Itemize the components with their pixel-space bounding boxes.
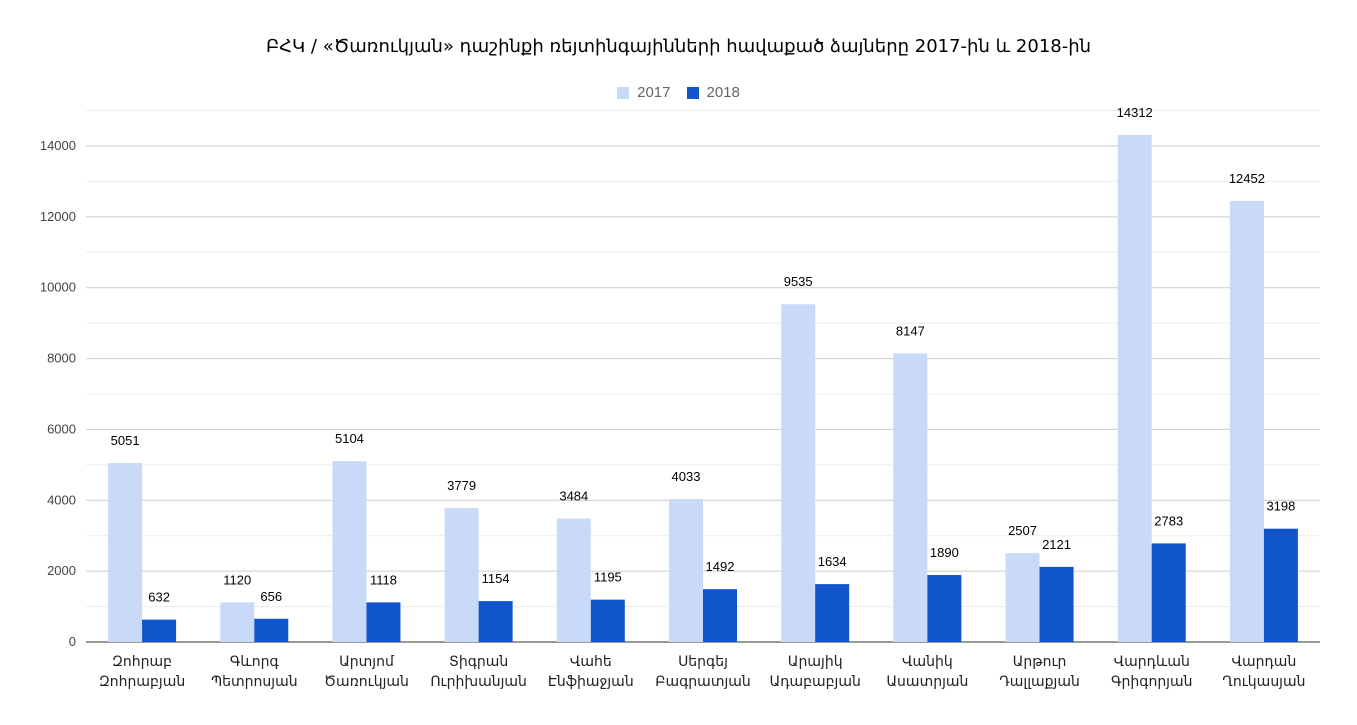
data-label-2018: 632 <box>148 590 170 605</box>
bar-2018 <box>1039 566 1074 642</box>
legend-swatch-2018 <box>686 86 699 99</box>
x-category-label: Վարդան <box>1231 654 1296 670</box>
bar-2018 <box>1151 543 1186 642</box>
data-label-2017: 5104 <box>335 431 364 446</box>
legend-item-2018: 2018 <box>686 84 740 101</box>
bar-2017 <box>1117 134 1152 642</box>
x-category-label: Զոհրաբ <box>112 654 172 670</box>
x-category-label: Տիգրան <box>449 654 508 670</box>
y-tick-label: 12000 <box>40 209 76 224</box>
data-label-2017: 9535 <box>784 274 813 289</box>
x-category-label: Վարդևան <box>1114 654 1190 670</box>
bar-2017 <box>444 508 479 642</box>
y-tick-label: 10000 <box>40 280 76 295</box>
bar-2017 <box>556 518 591 642</box>
bar-2018 <box>366 602 401 642</box>
bar-2017 <box>781 304 816 642</box>
bar-2018 <box>254 618 289 642</box>
legend-item-2017: 2017 <box>617 84 671 101</box>
bar-2018 <box>815 584 850 642</box>
y-tick-label: 0 <box>69 634 76 649</box>
data-label-2017: 8147 <box>896 323 925 338</box>
data-label-2017: 1120 <box>223 572 251 587</box>
legend-label-2018: 2018 <box>706 84 740 101</box>
legend-swatch-2017 <box>617 86 630 99</box>
data-label-2018: 1118 <box>370 572 397 587</box>
data-label-2018: 2121 <box>1042 537 1071 552</box>
y-tick-label: 8000 <box>47 351 76 366</box>
bar-2017 <box>332 461 367 642</box>
data-label-2018: 656 <box>260 589 282 604</box>
data-label-2017: 5051 <box>111 433 140 448</box>
legend-label-2017: 2017 <box>637 84 671 101</box>
x-category-label: Ուրիխանյան <box>430 674 527 690</box>
x-category-label: Բագրատյան <box>655 674 751 690</box>
data-label-2018: 1634 <box>818 554 847 569</box>
y-tick-label: 6000 <box>47 421 76 436</box>
bar-2017 <box>669 499 703 642</box>
data-label-2018: 1890 <box>930 545 959 560</box>
data-label-2017: 12452 <box>1229 171 1265 186</box>
bar-2018 <box>142 619 177 642</box>
x-category-label: Վահե <box>570 654 612 670</box>
bar-2018 <box>478 601 513 642</box>
data-label-2018: 1195 <box>594 570 622 585</box>
data-label-2017: 3779 <box>447 478 476 493</box>
x-category-label: Գևորգ <box>230 654 280 670</box>
data-label-2018: 3198 <box>1266 499 1295 514</box>
data-label-2018: 1154 <box>482 571 510 586</box>
y-tick-label: 4000 <box>47 492 76 507</box>
bar-2017 <box>220 602 255 642</box>
legend: 2017 2018 <box>0 84 1357 101</box>
bar-2018 <box>1263 528 1298 642</box>
data-label-2018: 2783 <box>1154 513 1183 528</box>
bar-2017 <box>1005 553 1040 642</box>
x-category-label: Սերգեյ <box>678 654 728 670</box>
x-category-label: Արայիկ <box>788 654 843 670</box>
data-label-2017: 2507 <box>1008 523 1037 538</box>
x-category-label: Զոհրաբյան <box>99 674 185 690</box>
bar-2018 <box>590 599 625 642</box>
bar-2017 <box>893 353 928 642</box>
x-category-label: Էնֆիաջյան <box>548 674 634 690</box>
x-category-label: Ասատրյան <box>886 674 968 690</box>
bar-2017 <box>1229 200 1264 642</box>
bar-2018 <box>703 589 737 642</box>
y-tick-label: 2000 <box>47 563 76 578</box>
x-category-label: Պետրոսյան <box>211 674 298 690</box>
chart-title: ԲՀԿ / «Ծառուկյան» դաշինքի ռեյտինգայիններ… <box>265 36 1092 57</box>
bar-2017 <box>108 463 143 642</box>
data-label-2017: 4033 <box>672 469 701 484</box>
y-tick-label: 14000 <box>40 138 76 153</box>
bar-2018 <box>927 575 962 642</box>
x-category-label: Ադաբաբյան <box>770 674 861 690</box>
x-category-label: Արթուր <box>1013 654 1067 670</box>
x-category-label: Դալլաքյան <box>999 674 1080 690</box>
x-category-label: Արտյոմ <box>339 654 395 670</box>
data-label-2018: 1492 <box>706 559 735 574</box>
x-category-label: Ղուկասյան <box>1222 674 1305 690</box>
x-category-label: Ծառուկյան <box>324 674 409 690</box>
x-category-label: Գրիգորյան <box>1111 674 1193 690</box>
data-label-2017: 3484 <box>559 489 588 504</box>
data-label-2017: 14312 <box>1117 105 1153 120</box>
x-category-label: Վանիկ <box>902 654 953 670</box>
